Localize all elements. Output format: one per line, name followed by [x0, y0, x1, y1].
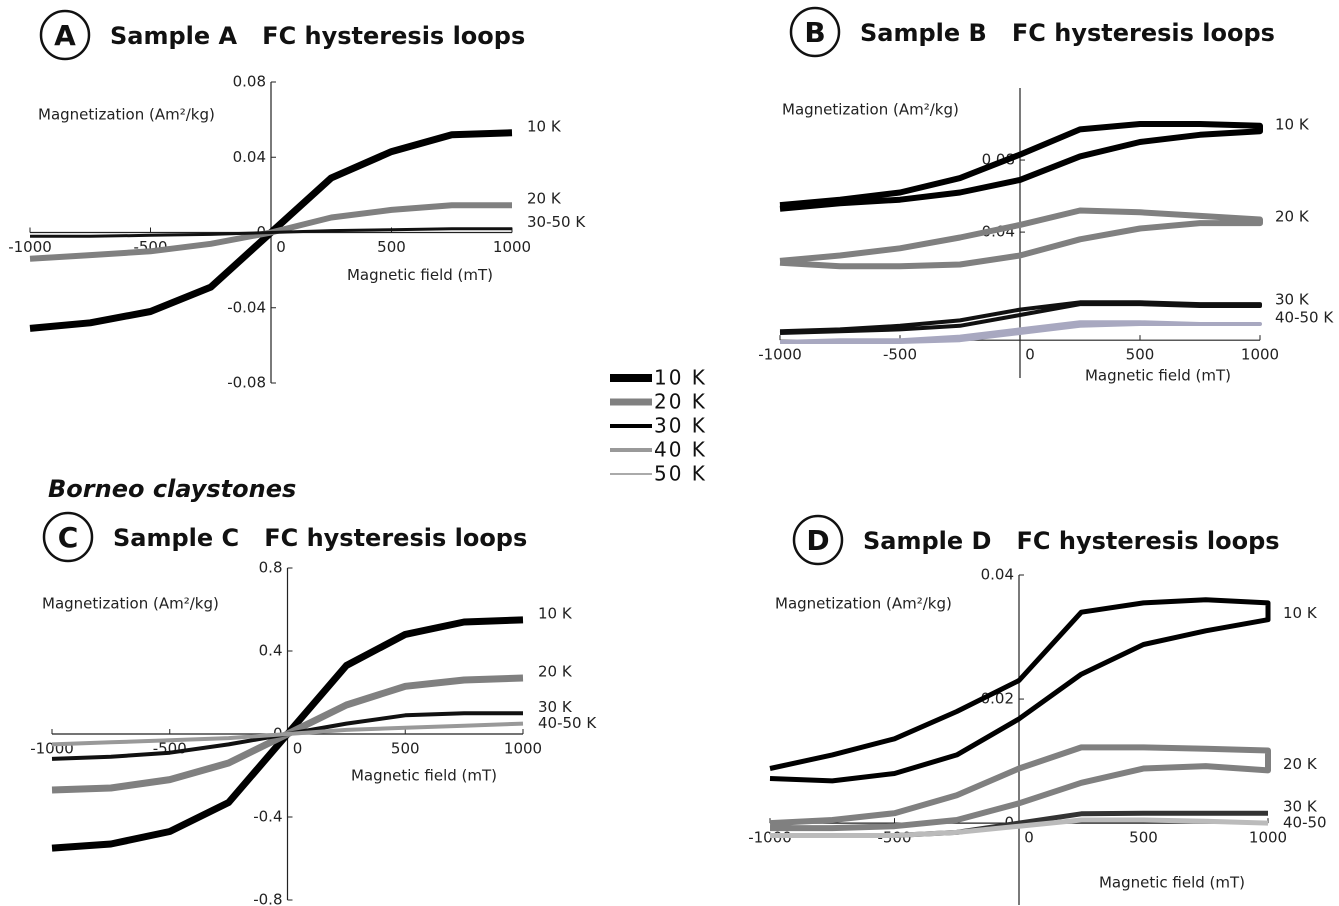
y-axis-label: Magnetization (Am²/kg) — [775, 595, 952, 613]
series-label: 20 K — [1275, 208, 1310, 226]
chart-title: Sample D FC hysteresis loops — [863, 527, 1280, 555]
series-label: 20 K — [527, 190, 562, 208]
y-tick-label: -0.8 — [253, 891, 282, 906]
y-tick-label: 0.04 — [981, 566, 1014, 584]
x-tick-label: 1000 — [1241, 346, 1279, 364]
chart-title: Sample A FC hysteresis loops — [110, 22, 525, 50]
series-label: 30 K — [538, 698, 573, 716]
x-axis-label: Magnetic field (mT) — [1099, 874, 1245, 892]
x-tick-label: 1000 — [1249, 829, 1287, 847]
x-axis-label: Magnetic field (mT) — [347, 266, 493, 284]
series-label: 20 K — [538, 662, 573, 680]
series-label: 30 K — [1275, 290, 1310, 308]
panel-label: A — [54, 19, 76, 52]
x-tick-label: -1000 — [758, 346, 802, 364]
series-label: 40-50 K — [1275, 308, 1334, 326]
series-label: 10 K — [527, 117, 562, 135]
x-tick-label: 0 — [293, 740, 303, 758]
y-tick-label: -0.4 — [253, 808, 282, 826]
caption: Borneo claystones — [48, 475, 296, 503]
y-axis-label: Magnetization (Am²/kg) — [42, 595, 219, 613]
series-label: 30-50 K — [527, 213, 586, 231]
series-label: 10 K — [1275, 116, 1310, 134]
series-line — [51, 721, 524, 747]
legend-label: 10 K — [654, 366, 707, 390]
series-line — [779, 300, 1262, 335]
series-label: 10 K — [538, 604, 573, 622]
legend-label: 40 K — [654, 438, 707, 462]
x-tick-label: 500 — [1129, 829, 1158, 847]
y-tick-label: 0.8 — [259, 559, 283, 577]
series-label: 40-50 — [1283, 814, 1327, 832]
chart-title: Sample B FC hysteresis loops — [860, 19, 1275, 47]
series-line — [770, 817, 1269, 838]
series-label: 30 K — [1283, 798, 1318, 816]
y-axis-label: Magnetization (Am²/kg) — [38, 106, 215, 124]
panel-circle — [792, 514, 844, 566]
x-axis-label: Magnetic field (mT) — [351, 767, 497, 785]
x-tick-label: 0 — [1025, 346, 1035, 364]
x-tick-label: 0 — [1024, 829, 1034, 847]
y-tick-label: 0.08 — [233, 73, 266, 91]
x-tick-label: 500 — [1126, 346, 1155, 364]
series-label: 20 K — [1283, 755, 1318, 773]
x-tick-label: 500 — [377, 238, 406, 256]
series-label: 40-50 K — [538, 714, 597, 732]
x-axis-label: Magnetic field (mT) — [1085, 367, 1231, 385]
y-tick-label: 0.4 — [259, 642, 283, 660]
panel-label: B — [804, 16, 825, 49]
y-tick-label: 0.04 — [233, 148, 266, 166]
panel-circle — [42, 511, 94, 563]
panel-circle — [789, 6, 841, 58]
series-line — [769, 597, 1271, 784]
legend-label: 30 K — [654, 414, 707, 438]
series-line — [30, 227, 512, 238]
panel-label: D — [806, 524, 829, 557]
series-label: 10 K — [1283, 604, 1318, 622]
x-tick-label: 1000 — [504, 740, 542, 758]
x-tick-label: -1000 — [8, 238, 52, 256]
series-line — [779, 320, 1262, 344]
series-line — [779, 207, 1263, 270]
panel-label: C — [58, 521, 79, 554]
series-line — [769, 744, 1271, 832]
y-tick-label: -0.08 — [227, 374, 266, 392]
x-tick-label: 0 — [276, 238, 286, 256]
chart-title: Sample C FC hysteresis loops — [113, 524, 527, 552]
y-axis-label: Magnetization (Am²/kg) — [782, 101, 959, 119]
x-tick-label: 1000 — [493, 238, 531, 256]
legend-label: 50 K — [654, 462, 707, 486]
panel-circle — [39, 9, 91, 61]
legend-label: 20 K — [654, 390, 707, 414]
x-tick-label: 500 — [391, 740, 420, 758]
y-tick-label: -0.04 — [227, 298, 266, 316]
series-line — [779, 121, 1263, 212]
x-tick-label: -500 — [883, 346, 917, 364]
